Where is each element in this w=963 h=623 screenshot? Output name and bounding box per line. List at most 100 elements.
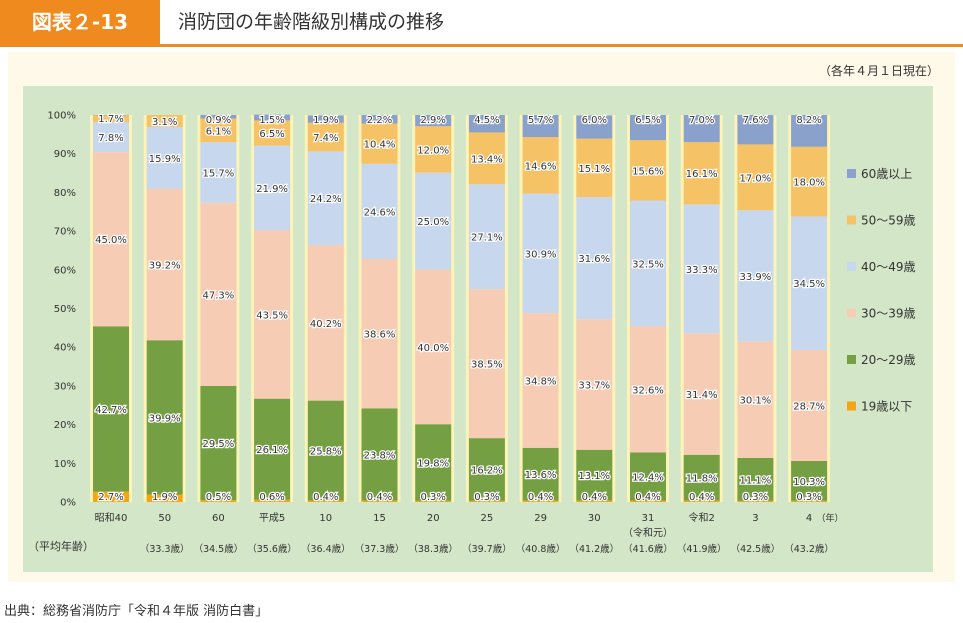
- average-age-header: （平均年齢）: [28, 539, 94, 553]
- average-age-label: （42.5歳）: [731, 543, 781, 555]
- data-label: 5.7%: [528, 115, 553, 126]
- bar-segment: [576, 500, 613, 502]
- data-label: 12.4%: [632, 472, 664, 483]
- legend-swatch: [847, 308, 856, 318]
- legend-label: 19歳以下: [861, 400, 912, 414]
- data-label: 10.4%: [364, 140, 396, 151]
- bar-segment: [415, 172, 452, 270]
- data-label: 7.6%: [743, 115, 768, 126]
- bar-segment: [522, 500, 559, 502]
- average-age-label: （37.3歳）: [355, 543, 405, 555]
- data-label: 0.3%: [743, 492, 768, 503]
- data-label: 8.2%: [796, 115, 821, 126]
- data-label: 24.2%: [310, 194, 342, 205]
- bar-segment: [791, 349, 828, 461]
- bar-segment: [361, 408, 398, 501]
- x-tick-label: 昭和40: [95, 512, 128, 524]
- legend-label: 20～29歳: [861, 353, 916, 367]
- bar-segment: [468, 438, 505, 501]
- data-label: 40.0%: [417, 343, 449, 354]
- data-label: 25.8%: [310, 447, 342, 458]
- legend-swatch: [847, 215, 856, 225]
- data-label: 0.4%: [367, 492, 392, 503]
- average-age-label: （38.3歳）: [408, 543, 458, 555]
- data-label: 29.5%: [203, 439, 235, 450]
- bar-segment: [683, 333, 720, 455]
- bar-segment: [254, 230, 291, 399]
- data-label: 7.8%: [98, 133, 123, 144]
- bar-segment: [361, 258, 398, 409]
- figure-title: 消防団の年齢階級別構成の推移: [178, 11, 445, 33]
- data-label: 14.6%: [525, 161, 557, 172]
- data-label: 12.0%: [417, 145, 449, 156]
- bar-segment: [415, 115, 452, 127]
- y-tick-label: 20%: [54, 420, 76, 431]
- average-age-label: （35.6歳）: [247, 543, 297, 555]
- bar-segment: [683, 454, 720, 501]
- bar-segment: [361, 115, 398, 124]
- data-label: 15.7%: [203, 168, 235, 179]
- data-label: 34.5%: [793, 279, 825, 290]
- data-label: 15.1%: [578, 164, 610, 175]
- data-label: 7.0%: [689, 115, 714, 126]
- x-tick-label: 10: [319, 513, 332, 524]
- data-label: 26.1%: [256, 445, 288, 456]
- bar-segment: [93, 121, 129, 153]
- bar-segment: [737, 500, 774, 502]
- legend-swatch: [847, 262, 856, 271]
- bar-segment: [200, 142, 237, 203]
- bar-segment: [576, 115, 613, 139]
- data-label: 23.8%: [364, 450, 396, 461]
- data-label: 31.6%: [578, 254, 610, 265]
- average-age-label: （41.9歳）: [677, 543, 727, 555]
- y-tick-label: 80%: [54, 188, 76, 199]
- data-label: 25.0%: [417, 217, 449, 228]
- bar-segment: [93, 326, 129, 492]
- bar-segment: [630, 115, 666, 141]
- data-label: 13.4%: [471, 154, 503, 165]
- bar-segment: [737, 457, 774, 501]
- data-label: 1.9%: [313, 115, 338, 126]
- bar-segment: [93, 115, 129, 122]
- x-tick-label: 令和2: [689, 511, 715, 524]
- data-label: 34.8%: [525, 376, 557, 387]
- bar-segment: [254, 398, 291, 500]
- bar-segment: [468, 184, 505, 290]
- data-label: 6.5%: [259, 129, 284, 140]
- bar-segment: [146, 494, 183, 502]
- y-tick-label: 90%: [54, 149, 76, 160]
- bar-segment: [522, 313, 559, 448]
- bar-segment: [576, 197, 613, 320]
- legend-label: 30～39歳: [861, 307, 916, 321]
- bar-segment: [522, 137, 559, 194]
- y-tick-label: 50%: [54, 304, 76, 315]
- x-tick-label: 15: [373, 513, 386, 524]
- x-tick-label: 30: [588, 513, 601, 524]
- data-label: 0.3%: [474, 492, 499, 503]
- bar-segment: [522, 193, 559, 314]
- average-age-label: （41.2歳）: [569, 543, 619, 555]
- bar-segment: [630, 452, 666, 501]
- average-age-label: （41.6歳）: [623, 543, 673, 555]
- legend-label: 60歳以上: [861, 167, 912, 181]
- bar-segment: [791, 115, 828, 147]
- data-label: 39.9%: [149, 413, 181, 424]
- data-label: 32.6%: [632, 385, 664, 396]
- bar-segment: [630, 500, 666, 502]
- bar-segment: [146, 126, 183, 189]
- data-label: 15.6%: [632, 166, 664, 177]
- data-label: 19.8%: [417, 459, 449, 470]
- data-label: 18.0%: [793, 178, 825, 189]
- bar-segment: [415, 126, 452, 173]
- data-label: 0.6%: [259, 492, 284, 503]
- x-tick-label: 平成5: [259, 512, 285, 524]
- bar-segment: [200, 115, 237, 119]
- data-label: 4.5%: [474, 115, 499, 126]
- data-label: 39.2%: [149, 260, 181, 271]
- bar-segment: [415, 500, 452, 502]
- bar-segment: [791, 500, 828, 502]
- data-label: 43.5%: [256, 310, 288, 321]
- data-label: 32.5%: [632, 259, 664, 270]
- data-label: 45.0%: [95, 235, 127, 246]
- x-tick-label: 29: [534, 513, 547, 524]
